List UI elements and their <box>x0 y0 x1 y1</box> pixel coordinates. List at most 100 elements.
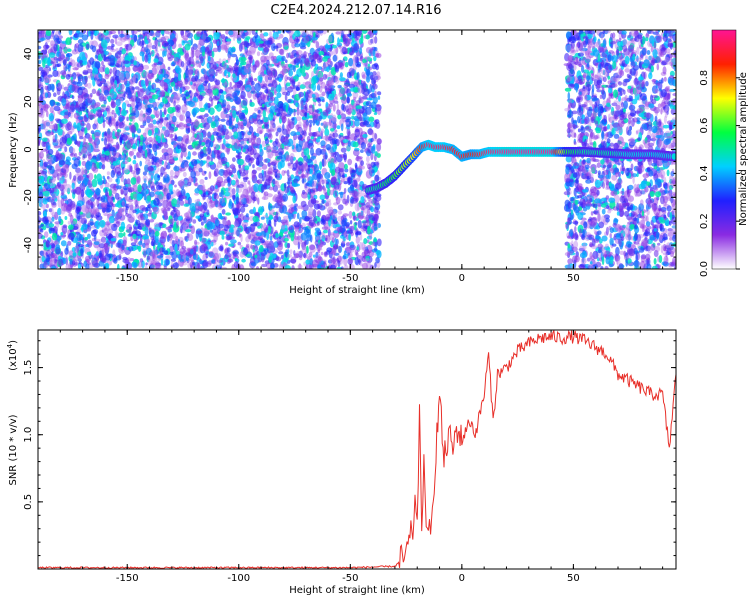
spectrogram-noise-cell <box>67 187 71 195</box>
spectrogram-noise-cell <box>339 72 343 78</box>
spectrogram-noise-cell <box>207 55 211 62</box>
spectrogram-noise-cell <box>206 46 210 51</box>
spectrogram-noise-cell <box>331 44 337 49</box>
spectrogram-noise-cell <box>263 32 269 37</box>
spectrogram-noise-cell <box>227 71 231 78</box>
spectrogram-noise-cell <box>375 52 382 59</box>
spectrogram-noise-cell <box>185 229 192 233</box>
spectrogram-noise-cell <box>145 218 151 226</box>
spectrogram-noise-cell <box>40 37 46 41</box>
spectrogram-noise-cell <box>183 180 190 188</box>
spectrogram-noise-cell <box>304 162 308 172</box>
spectrogram-noise-cell <box>309 244 316 251</box>
spectrogram-noise-cell <box>312 254 316 258</box>
spectrogram-noise-cell <box>221 208 226 215</box>
spectrogram-noise-cell <box>275 36 281 40</box>
spectrogram-noise-cell <box>48 208 53 213</box>
spectrogram-noise-cell <box>230 53 238 58</box>
spectrogram-noise-cell <box>67 48 72 52</box>
spectrogram-noise-cell <box>121 134 128 141</box>
spectrogram-noise-cell <box>341 174 345 178</box>
spectrogram-noise-cell <box>200 221 204 226</box>
spectrogram-noise-cell <box>123 232 126 237</box>
spectrogram-noise-cell <box>159 68 164 74</box>
spectrogram-noise-cell <box>152 83 157 88</box>
spectrogram-noise-cell <box>100 195 106 203</box>
spectrogram-noise-cell <box>373 206 379 214</box>
spectrogram-noise-cell <box>111 117 115 121</box>
spectrogram-noise-cell <box>251 30 255 35</box>
spectrogram-noise-cell <box>157 174 161 178</box>
spectrogram-noise-cell <box>336 266 343 269</box>
spectrogram-noise-cell <box>374 133 377 140</box>
spectrogram-noise-cell <box>53 145 60 149</box>
spectrogram-noise-cell <box>219 94 225 101</box>
spectrogram-noise-cell <box>350 81 356 85</box>
spectrogram-noise-cell <box>153 40 159 47</box>
spectrogram-noise-cell <box>250 244 253 249</box>
spectrogram-noise-cell <box>362 133 368 138</box>
spectrogram-noise-cell <box>329 189 335 196</box>
spectrogram-noise-cell <box>332 103 336 112</box>
spectrogram-noise-cell <box>347 229 354 234</box>
spectrogram-noise-cell <box>302 140 308 150</box>
spectrogram-noise-cell <box>202 259 209 269</box>
spectrogram-noise-cell <box>121 48 126 55</box>
spectrogram-noise-cell <box>133 262 138 269</box>
spectrogram-noise-cell <box>316 221 320 226</box>
spectrogram-noise-cell <box>316 66 323 70</box>
spectrogram-noise-cell <box>139 110 144 117</box>
spectrogram-noise-cell <box>321 226 329 231</box>
spectrogram-noise-cell <box>264 138 270 145</box>
spectrogram-noise-cell <box>219 230 225 236</box>
spectrogram-noise-cell <box>287 175 292 182</box>
spectrogram-noise-cell <box>339 77 346 82</box>
spectrogram-noise-cell <box>60 240 67 247</box>
spectrogram-noise-cell <box>190 37 193 46</box>
spectrogram-noise-cell <box>229 81 232 88</box>
spectrogram-noise-cell <box>159 247 163 253</box>
spectrogram-noise-cell <box>170 264 175 268</box>
spectrogram-noise-cell <box>347 158 353 166</box>
spectrogram-noise-cell <box>179 182 183 187</box>
spectrogram-noise-cell <box>316 210 321 218</box>
spectrogram-noise-cell <box>194 75 198 82</box>
spectrogram-noise-cell <box>169 251 174 256</box>
spectrogram-noise-cell <box>109 83 116 89</box>
spectrogram-noise-cell <box>143 178 147 184</box>
spectrogram-noise-cell <box>320 251 324 256</box>
spectrogram-noise-cell <box>100 95 108 101</box>
spectrogram-noise-cell <box>89 31 92 35</box>
spectrogram-noise-cell <box>193 69 198 75</box>
spectrogram-noise-cell <box>183 253 187 263</box>
spectrogram-noise-cell <box>224 254 229 260</box>
spectrogram-noise-cell <box>281 55 286 62</box>
spectrogram-noise-cell <box>261 196 269 201</box>
spectrogram-noise-cell <box>180 225 183 234</box>
spectrogram-noise-cell <box>245 243 250 248</box>
spectrogram-noise-cell <box>268 186 274 191</box>
spectrogram-noise-cell <box>348 233 351 242</box>
spectrogram-noise-cell <box>337 210 342 215</box>
spectrogram-noise-cell <box>199 56 204 64</box>
spectrogram-noise-cell <box>213 200 219 205</box>
spectrogram-noise-cell <box>78 261 82 265</box>
spectrogram-noise-cell <box>286 52 290 59</box>
spectrogram-noise-cell <box>163 171 168 179</box>
spectrogram-noise-cell <box>355 177 361 182</box>
spectrogram-noise-cell <box>165 254 173 259</box>
spectrogram-noise-cell <box>117 263 120 269</box>
spectrogram-noise-cell <box>183 35 189 41</box>
spectrogram-noise-cell <box>339 39 343 43</box>
spectrogram-noise-cell <box>133 155 137 160</box>
spectrogram-noise-cell <box>130 34 133 38</box>
spectrogram-noise-cell <box>284 234 289 238</box>
spectrogram-noise-cell <box>249 41 256 48</box>
spectrogram-noise-cell <box>210 215 214 219</box>
spectrogram-noise-cell <box>272 180 278 185</box>
spectrogram-noise-cell <box>132 139 136 145</box>
spectrogram-noise-cell <box>174 134 178 140</box>
spectrogram-noise-cell <box>276 92 282 99</box>
spectrogram-noise-cell <box>153 107 159 111</box>
